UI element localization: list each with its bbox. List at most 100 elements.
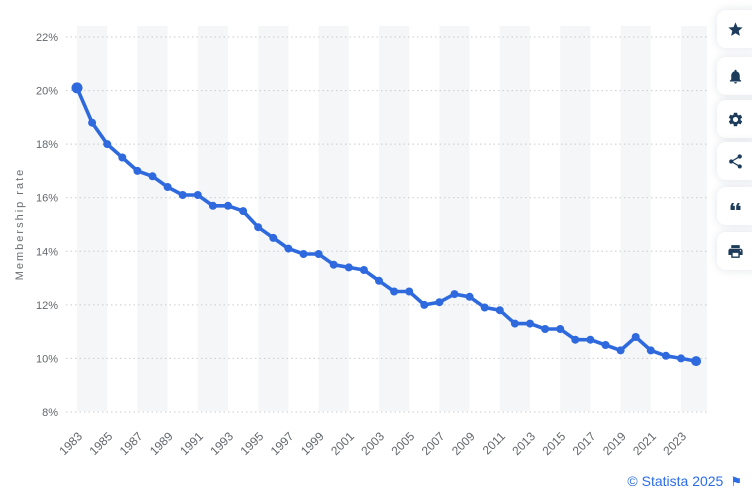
data-point-1992[interactable] <box>208 201 217 210</box>
x-tick-label: 1989 <box>147 429 176 458</box>
data-point-2017[interactable] <box>586 335 595 344</box>
background-band <box>77 26 108 411</box>
background-band <box>439 26 470 411</box>
data-point-2008[interactable] <box>450 290 459 299</box>
star-icon <box>727 21 743 36</box>
y-axis-title: Membership rate <box>14 168 26 281</box>
x-tick-label: 1997 <box>268 429 297 458</box>
data-point-2015[interactable] <box>556 325 565 333</box>
data-point-2021[interactable] <box>646 346 655 355</box>
flag-icon[interactable]: ⚑ <box>730 473 742 489</box>
y-tick-label: 16% <box>36 193 58 205</box>
data-point-1984[interactable] <box>88 118 97 127</box>
data-point-2018[interactable] <box>601 341 610 349</box>
x-tick-label: 2021 <box>630 429 659 458</box>
x-tick-label: 2007 <box>419 429 448 458</box>
data-point-1983[interactable] <box>71 82 83 94</box>
alerts-button[interactable] <box>717 57 752 95</box>
x-tick-label: 2017 <box>570 429 599 458</box>
chart-svg: 8%10%12%14%16%18%20%22%1983 1985 1987 1989 1… <box>14 26 707 459</box>
data-point-2011[interactable] <box>495 306 504 315</box>
y-tick-label: 10% <box>36 353 58 365</box>
statista-copyright-link[interactable]: © Statista 2025 <box>627 473 724 489</box>
data-point-1998[interactable] <box>299 250 308 258</box>
y-tick-label: 14% <box>36 246 58 258</box>
data-point-2004[interactable] <box>390 287 399 296</box>
x-tick-label: 1983 <box>56 429 85 458</box>
data-point-1986[interactable] <box>118 153 127 162</box>
print-button[interactable] <box>717 232 752 270</box>
x-tick-label: 2019 <box>600 429 629 458</box>
x-tick-label: 1999 <box>298 429 327 458</box>
data-point-2009[interactable] <box>465 292 474 301</box>
data-point-2013[interactable] <box>526 319 534 328</box>
y-tick-label: 20% <box>36 86 58 98</box>
share-icon <box>728 153 742 169</box>
bell-icon <box>729 69 741 84</box>
data-point-1987[interactable] <box>133 166 142 175</box>
y-tick-label: 8% <box>42 407 58 419</box>
data-point-1999[interactable] <box>314 250 323 258</box>
x-tick-label: 2013 <box>509 429 538 458</box>
x-tick-label: 2005 <box>389 429 418 458</box>
x-tick-label: 2023 <box>660 429 689 458</box>
data-point-2019[interactable] <box>616 346 625 355</box>
x-tick-label: 2003 <box>358 429 387 458</box>
share-button[interactable] <box>717 142 752 180</box>
data-point-1985[interactable] <box>103 140 112 149</box>
x-tick-label: 1985 <box>87 429 116 458</box>
settings-button[interactable] <box>717 100 752 138</box>
cite-button[interactable] <box>717 187 752 225</box>
data-point-1991[interactable] <box>193 191 202 199</box>
background-band <box>681 26 707 411</box>
x-tick-label: 2001 <box>328 429 357 458</box>
data-point-1990[interactable] <box>178 191 187 199</box>
background-band <box>499 26 530 411</box>
data-point-2005[interactable] <box>405 287 414 296</box>
data-point-1995[interactable] <box>254 223 263 232</box>
data-point-2016[interactable] <box>571 335 580 344</box>
x-tick-label: 2011 <box>480 429 508 457</box>
chart-footer: © Statista 2025 ⚑ <box>627 473 742 489</box>
quote-icon <box>730 202 740 210</box>
data-point-2020[interactable] <box>631 333 640 341</box>
background-band <box>318 26 349 411</box>
y-tick-label: 18% <box>36 139 58 151</box>
data-point-1989[interactable] <box>163 183 172 191</box>
x-tick-label: 1995 <box>238 429 267 458</box>
data-point-2003[interactable] <box>375 276 383 285</box>
data-point-2010[interactable] <box>480 303 489 312</box>
data-point-2014[interactable] <box>541 325 550 333</box>
data-point-2022[interactable] <box>661 351 670 360</box>
background-band <box>379 26 410 411</box>
y-tick-label: 12% <box>36 300 58 312</box>
x-tick-label: 1987 <box>117 429 146 458</box>
data-point-2006[interactable] <box>420 300 429 309</box>
data-point-1988[interactable] <box>148 172 157 181</box>
background-band <box>620 26 651 411</box>
data-point-2012[interactable] <box>510 319 519 328</box>
data-point-2002[interactable] <box>359 266 368 274</box>
data-point-2000[interactable] <box>329 260 338 269</box>
x-tick-label: 1991 <box>177 429 206 458</box>
data-point-1997[interactable] <box>284 244 293 253</box>
x-tick-label: 2009 <box>449 429 478 458</box>
background-band <box>258 26 289 411</box>
y-tick-label: 22% <box>36 32 58 44</box>
printer-icon <box>727 244 743 258</box>
x-tick-label: 2015 <box>540 429 569 458</box>
x-tick-label: 1993 <box>207 429 236 458</box>
data-point-1994[interactable] <box>239 207 248 216</box>
data-point-2007[interactable] <box>435 298 444 307</box>
data-point-2023[interactable] <box>677 354 685 363</box>
gear-icon <box>728 112 742 126</box>
favorite-button[interactable] <box>717 10 752 48</box>
data-point-2024[interactable] <box>691 356 702 367</box>
data-point-1996[interactable] <box>269 233 278 242</box>
background-band <box>197 26 228 411</box>
data-point-2001[interactable] <box>344 263 353 272</box>
background-band <box>560 26 591 411</box>
data-point-1993[interactable] <box>224 201 232 210</box>
background-band <box>137 26 168 411</box>
